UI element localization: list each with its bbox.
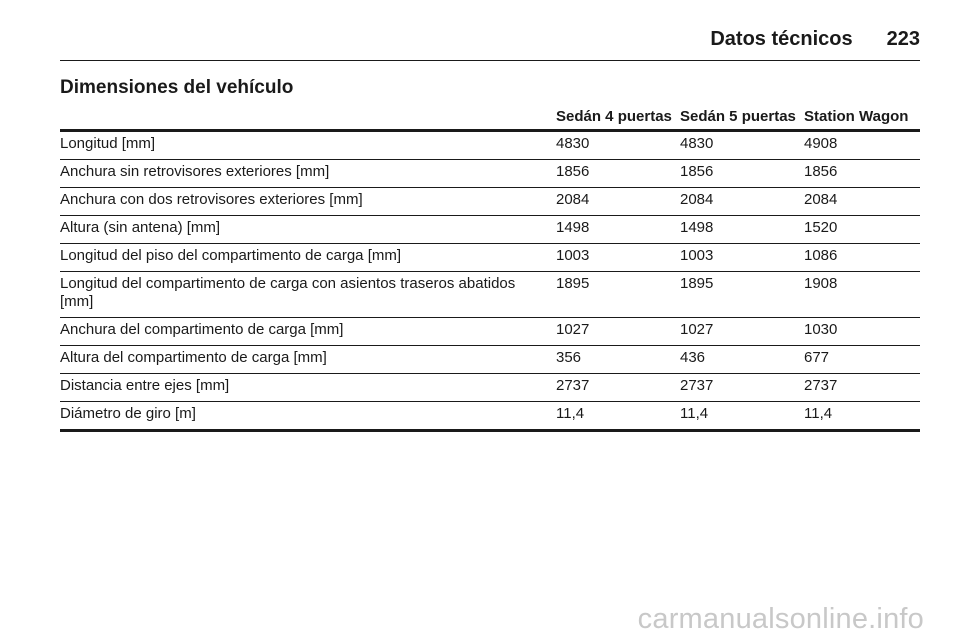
- watermark-text: carmanualsonline.info: [637, 603, 924, 635]
- row-label: Anchura del compartimento de carga [mm]: [60, 321, 344, 338]
- row-label: Anchura con dos retrovisores exteriores …: [60, 191, 363, 208]
- table-row: Diámetro de giro [m] 11,4 11,4 11,4: [60, 402, 920, 431]
- table-row: Altura (sin antena) [mm] 1498 1498 1520: [60, 216, 920, 244]
- cell-value: 4830: [680, 135, 714, 152]
- cell-value: 4830: [556, 135, 590, 152]
- cell-value: 1895: [556, 275, 590, 292]
- row-label: Distancia entre ejes [mm]: [60, 377, 230, 394]
- table-row: Longitud [mm] 4830 4830 4908: [60, 131, 920, 160]
- cell-value: 1856: [804, 163, 838, 180]
- column-header-sedan-4: Sedán 4 puertas: [556, 108, 672, 125]
- cell-value: 1498: [556, 219, 590, 236]
- row-label: Altura del compartimento de carga [mm]: [60, 349, 327, 366]
- table-row: Anchura con dos retrovisores exteriores …: [60, 188, 920, 216]
- cell-value: 356: [556, 349, 582, 366]
- row-label: Anchura sin retrovisores exteriores [mm]: [60, 163, 330, 180]
- section-title: Dimensiones del vehículo: [60, 77, 294, 98]
- table-row: Anchura del compartimento de carga [mm] …: [60, 318, 920, 346]
- table-row: Altura del compartimento de carga [mm] 3…: [60, 346, 920, 374]
- table-header-row: Sedán 4 puertas Sedán 5 puertas Station …: [60, 104, 920, 131]
- cell-value: 11,4: [556, 405, 585, 422]
- cell-value: 2084: [556, 191, 590, 208]
- cell-value: 2737: [556, 377, 590, 394]
- cell-value: 11,4: [804, 405, 833, 422]
- cell-value: 1520: [804, 219, 838, 236]
- cell-value: 2084: [680, 191, 714, 208]
- running-title: Datos técnicos: [710, 27, 853, 50]
- cell-value: 1003: [680, 247, 714, 264]
- cell-value: 1856: [680, 163, 714, 180]
- cell-value: 1895: [680, 275, 714, 292]
- running-header: Datos técnicos 223: [60, 18, 920, 61]
- column-header-station-wagon: Station Wagon: [804, 108, 909, 125]
- table-row: Anchura sin retrovisores exteriores [mm]…: [60, 160, 920, 188]
- cell-value: 2737: [680, 377, 714, 394]
- cell-value: 1027: [556, 321, 590, 338]
- cell-value: 11,4: [680, 405, 709, 422]
- table-row: Longitud del piso del compartimento de c…: [60, 244, 920, 272]
- row-label: Longitud del compartimento de carga con …: [60, 275, 516, 310]
- row-label: Longitud del piso del compartimento de c…: [60, 247, 402, 264]
- cell-value: 1908: [804, 275, 838, 292]
- cell-value: 1027: [680, 321, 714, 338]
- column-header-sedan-5: Sedán 5 puertas: [680, 108, 796, 125]
- row-label: Altura (sin antena) [mm]: [60, 219, 221, 236]
- dimensions-table: Sedán 4 puertas Sedán 5 puertas Station …: [60, 104, 920, 432]
- cell-value: 436: [680, 349, 706, 366]
- cell-value: 1856: [556, 163, 590, 180]
- cell-value: 1003: [556, 247, 590, 264]
- row-label: Longitud [mm]: [60, 135, 156, 152]
- cell-value: 677: [804, 349, 830, 366]
- row-label: Diámetro de giro [m]: [60, 405, 196, 422]
- column-header-label: [60, 104, 556, 131]
- page-number: 223: [886, 27, 920, 50]
- table-row: Distancia entre ejes [mm] 2737 2737 2737: [60, 374, 920, 402]
- cell-value: 2084: [804, 191, 838, 208]
- cell-value: 1498: [680, 219, 714, 236]
- table-row: Longitud del compartimento de carga con …: [60, 272, 920, 318]
- cell-value: 1086: [804, 247, 838, 264]
- cell-value: 4908: [804, 135, 838, 152]
- cell-value: 1030: [804, 321, 838, 338]
- cell-value: 2737: [804, 377, 838, 394]
